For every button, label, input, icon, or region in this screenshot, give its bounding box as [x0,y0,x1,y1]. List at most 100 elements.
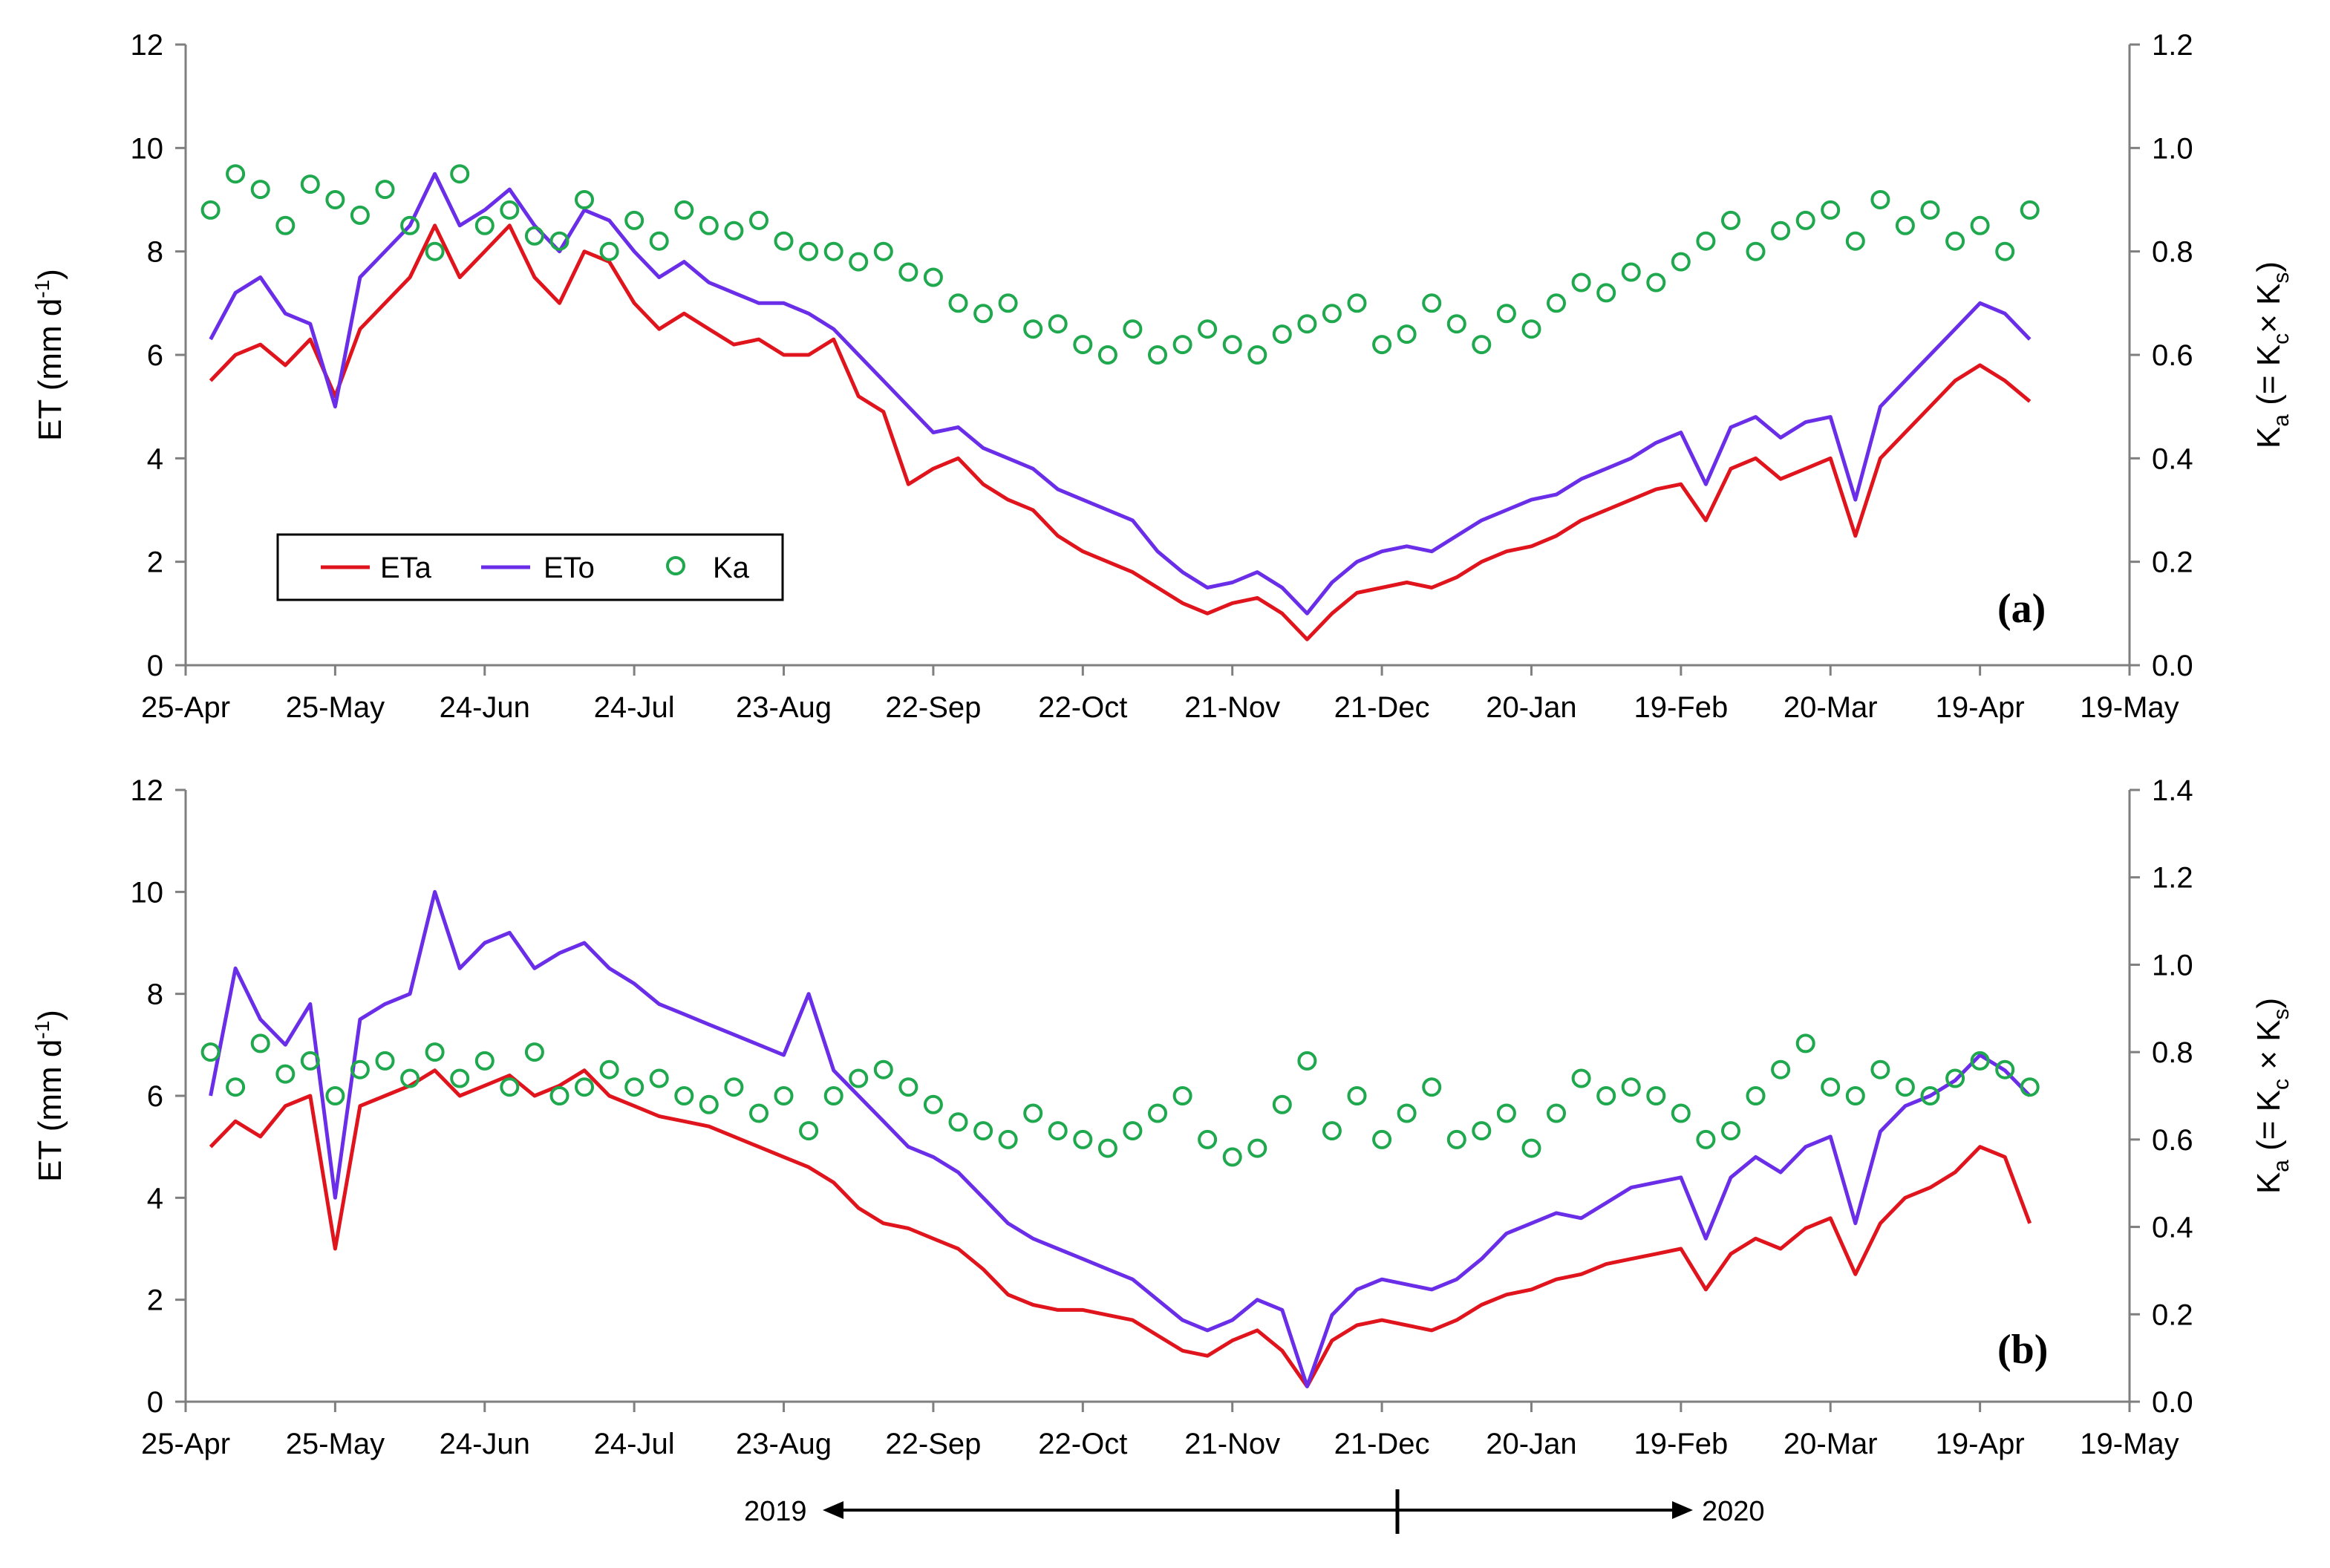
panel-b-ka-point [1521,1138,1541,1158]
panel-b-ka-point [1596,1086,1616,1105]
panel-a-ka-point [549,231,570,251]
legend-ka-swatch [666,556,685,575]
panel-a-ka-point [500,200,520,220]
panel-b-ka-point [699,1094,719,1114]
panel-b-x-tick-label: 24-Jul [594,1428,675,1460]
panel-a-ka-point [1048,314,1068,334]
panel-b-ka-point [250,1033,270,1054]
panel-a-y-tick-label: 4 [147,442,163,475]
panel-a-ka-point [1821,200,1841,220]
panel-b-y2-tick-label: 0.8 [2152,1036,2193,1069]
panel-b-series-eto-line [209,889,2032,1388]
legend-eto-label: ETo [544,552,595,584]
panel-b-ka-point [500,1077,520,1097]
panel-a-ka-point [325,190,345,209]
panel-b-x-tick-label: 20-Jan [1486,1428,1576,1460]
panel-b-ka-point [948,1112,968,1132]
panel-b-ka-point [1771,1059,1791,1079]
panel-b-x-tick-label: 22-Sep [885,1428,981,1460]
panel-b-ka-point [400,1068,420,1088]
panel-a-series-eta-line [209,223,2032,641]
panel-a-ka-point [674,200,694,220]
panel-a-ka-point [1397,324,1417,344]
panel-a-ka-point [699,215,719,235]
panel-b-plot-area [200,889,2040,1388]
panel-a-x-tick-label: 22-Sep [885,691,981,724]
panel-b-y-tick-label: 12 [131,774,164,807]
panel-a-ka-point [1771,220,1791,241]
panel-a-ka-point [1571,272,1591,293]
panel-b-x-tick-label: 21-Dec [1334,1428,1430,1460]
panel-a-ka-point [2020,200,2040,220]
panel-a-ka-point [849,252,869,272]
panel-a-x-tick-label: 20-Jan [1486,691,1576,724]
panel-a-ka-point [1746,241,1766,261]
panel-b-ka-point [1023,1103,1043,1123]
panel-b-ka-point [1198,1129,1218,1149]
panel-b-y-tick-label: 0 [147,1386,163,1419]
panel-b-ka-point [275,1064,296,1084]
panel-a-ka-point [1671,252,1691,272]
panel-a-ka-point [1721,210,1740,230]
panel-a-ka-point [649,231,669,251]
panel-b-ka-point [823,1086,843,1105]
panel-b-ka-point [1696,1129,1716,1149]
panel-a-ka-point [1422,293,1442,313]
panel-a-ka-point [250,180,270,200]
panel-a-ka-point [599,241,619,261]
panel-a-ka-point [1970,215,1990,235]
panel-a-ka-point [1646,272,1666,293]
panel-b-ka-point [724,1077,744,1097]
panel-b-x-tick-label: 25-May [286,1428,385,1460]
panel-b-ka-point [524,1042,544,1062]
panel-a-ka-point [1795,210,1815,230]
panel-b-ka-point [1870,1059,1890,1079]
panel-b-ka-point [1646,1086,1666,1105]
panel-a-ka-point [1097,345,1117,365]
panel-a-ka-point [898,262,918,282]
panel-a-ka-point [873,241,893,261]
panel-a-ticks: 25-Apr 25-May 24-Jun 24-Jul 23-Aug 22-Sep 22-O… [131,29,2193,724]
panel-b-ka-point [575,1077,594,1097]
panel-a-ka-point [749,210,768,230]
panel-b-ka-point [1496,1103,1516,1123]
panel-a-ka-point [1272,324,1292,344]
panel-b-ka-point [474,1051,495,1071]
panel-b-ka-point [200,1042,221,1062]
panel-b-ka-point [849,1068,869,1088]
panel-b-ka-point [350,1059,370,1079]
panel-b-x-tick-label: 23-Aug [736,1428,832,1460]
panel-b-ka-point [1397,1103,1417,1123]
panel-b-y-tick-label: 8 [147,979,163,1011]
panel-a-ka-point [799,241,819,261]
panel-b-ka-point [1571,1068,1591,1088]
panel-a-ka-point [350,205,370,225]
panel-b-ka-point [375,1051,395,1071]
panel-b-ka-point [1347,1086,1367,1105]
panel-a-ka-point [948,293,968,313]
panel-a-label: (a) [1997,586,2046,632]
panel-b-ka-point [1995,1059,2015,1079]
panel-a-ka-point [375,180,395,200]
panel-b-ka-point [1272,1094,1292,1114]
panel-b-ka-point [774,1086,794,1105]
panel-a-ka-point [226,164,246,184]
panel-a-series-eto-line [209,172,2032,615]
panel-a-ka-point [823,241,843,261]
panel-b-ka-point [1721,1121,1740,1141]
panel-b-ka-point [325,1086,345,1105]
panel-b-ka-point [1172,1086,1192,1105]
year-label-2019: 2019 [744,1496,807,1527]
panel-a-ka-point [774,231,794,251]
panel-a-y2-tick-label: 0.2 [2152,546,2193,579]
panel-a-ka-point [1297,314,1317,334]
panel-b-y2-tick-label: 1.4 [2152,774,2193,807]
panel-a-y-tick-label: 0 [147,650,163,682]
panel-a-y-tick-label: 10 [131,132,164,165]
panel-b-ka-point [1547,1103,1566,1123]
year-arrow-2020-head [1672,1501,1693,1519]
panel-a-ka-point [923,267,943,287]
panel-a-ka-point [1945,231,1965,251]
panel-a-ka-point [1696,231,1716,251]
legend-eta-label: ETa [380,552,432,584]
